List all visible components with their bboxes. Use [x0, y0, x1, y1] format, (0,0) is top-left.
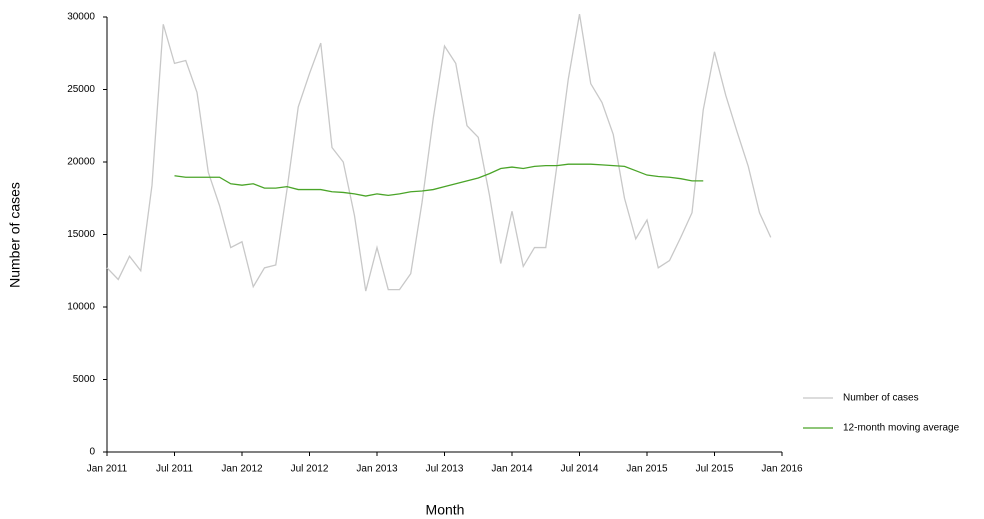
y-tick-label: 0 — [89, 447, 95, 458]
x-tick-label: Jul 2011 — [156, 464, 194, 475]
x-tick-label: Jan 2016 — [761, 464, 803, 475]
x-tick-label: Jul 2014 — [561, 464, 599, 475]
x-tick-label: Jan 2011 — [87, 464, 128, 475]
y-axis-title: Number of cases — [7, 182, 23, 288]
y-tick-label: 15000 — [67, 229, 95, 240]
legend-label: 12-month moving average — [843, 423, 960, 434]
y-tick-label: 5000 — [73, 374, 96, 385]
x-tick-label: Jul 2013 — [426, 464, 464, 475]
series-line — [106, 13, 772, 292]
x-tick-label: Jan 2012 — [221, 464, 263, 475]
x-tick-label: Jan 2014 — [491, 464, 533, 475]
x-tick-label: Jul 2015 — [696, 464, 734, 475]
y-tick-label: 30000 — [67, 12, 95, 23]
x-tick-label: Jul 2012 — [291, 464, 329, 475]
x-axis-title: Month — [426, 502, 465, 518]
y-tick-label: 20000 — [67, 157, 95, 168]
y-tick-label: 25000 — [67, 84, 95, 95]
y-tick-label: 10000 — [67, 302, 95, 313]
x-tick-label: Jan 2015 — [626, 464, 668, 475]
x-tick-label: Jan 2013 — [356, 464, 398, 475]
legend-label: Number of cases — [843, 393, 919, 404]
series-line — [174, 163, 704, 197]
